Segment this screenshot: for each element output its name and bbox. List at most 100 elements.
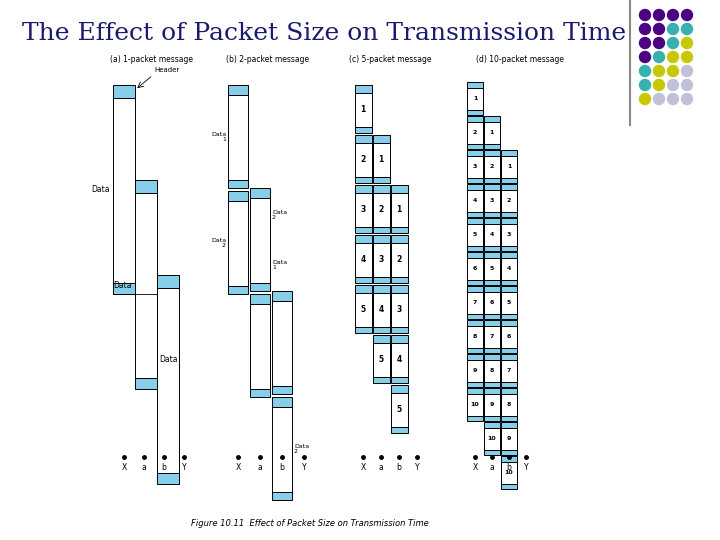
Circle shape	[682, 37, 693, 49]
Bar	[467, 416, 483, 421]
Bar	[355, 327, 372, 333]
Bar	[501, 382, 517, 387]
Text: a: a	[142, 463, 146, 472]
Bar	[355, 285, 372, 293]
Text: Header: Header	[154, 67, 179, 73]
Bar	[373, 177, 390, 183]
Bar	[501, 218, 517, 224]
Text: 2: 2	[397, 255, 402, 265]
Text: (d) 10-packet message: (d) 10-packet message	[476, 55, 564, 64]
Circle shape	[654, 79, 665, 91]
Bar	[484, 422, 500, 428]
Text: 4: 4	[490, 233, 494, 238]
Circle shape	[667, 51, 678, 63]
Text: 7: 7	[490, 334, 494, 340]
Text: b: b	[279, 463, 284, 472]
Bar	[467, 190, 483, 212]
Bar	[467, 116, 483, 122]
Text: 9: 9	[490, 402, 494, 408]
Bar	[501, 252, 517, 258]
Bar	[272, 492, 292, 500]
Bar	[484, 286, 500, 292]
Circle shape	[682, 65, 693, 77]
Bar	[467, 246, 483, 251]
Text: b: b	[397, 463, 402, 472]
Bar	[355, 277, 372, 283]
Bar	[501, 178, 517, 183]
Bar	[484, 360, 500, 382]
Bar	[467, 292, 483, 314]
Bar	[501, 326, 517, 348]
Bar	[391, 285, 408, 293]
Bar	[467, 280, 483, 285]
Bar	[228, 191, 248, 201]
Circle shape	[667, 65, 678, 77]
Text: Data
2: Data 2	[294, 443, 309, 454]
Bar	[484, 382, 500, 387]
Bar	[355, 185, 372, 193]
Bar	[484, 184, 500, 190]
Bar	[501, 388, 517, 394]
Bar	[373, 293, 390, 327]
Bar	[250, 188, 270, 198]
Circle shape	[667, 79, 678, 91]
Text: 10: 10	[471, 402, 480, 408]
Bar	[355, 293, 372, 327]
Bar	[391, 235, 408, 243]
Text: 9: 9	[473, 368, 477, 374]
Text: 1: 1	[490, 131, 494, 136]
Text: 7: 7	[507, 368, 511, 374]
Text: 5: 5	[379, 355, 384, 364]
Bar	[391, 427, 408, 433]
Text: 9: 9	[507, 436, 511, 442]
Bar	[391, 343, 408, 377]
Bar	[467, 122, 483, 144]
Bar	[157, 473, 179, 484]
Bar	[157, 275, 179, 288]
Bar	[228, 85, 248, 95]
Circle shape	[667, 10, 678, 21]
Bar	[501, 190, 517, 212]
Text: X: X	[122, 463, 127, 472]
Bar	[113, 85, 135, 98]
Bar	[228, 201, 248, 286]
Text: 4: 4	[379, 306, 384, 314]
Bar	[467, 110, 483, 115]
Text: 1: 1	[397, 206, 402, 214]
Circle shape	[654, 37, 665, 49]
Bar	[355, 143, 372, 177]
Text: 5: 5	[361, 306, 366, 314]
Bar	[467, 218, 483, 224]
Circle shape	[654, 65, 665, 77]
Bar	[501, 150, 517, 156]
Text: (b) 2-packet message: (b) 2-packet message	[226, 55, 310, 64]
Bar	[467, 82, 483, 88]
Circle shape	[667, 37, 678, 49]
Bar	[501, 422, 517, 428]
Bar	[484, 178, 500, 183]
Bar	[484, 246, 500, 251]
Circle shape	[654, 24, 665, 35]
Text: 4: 4	[397, 355, 402, 364]
Bar	[501, 348, 517, 353]
Bar	[250, 294, 270, 304]
Bar	[355, 135, 372, 143]
Bar	[484, 348, 500, 353]
Bar	[373, 277, 390, 283]
Text: 1: 1	[379, 156, 384, 165]
Text: 7: 7	[473, 300, 477, 306]
Bar	[272, 397, 292, 407]
Bar	[467, 150, 483, 156]
Bar	[373, 327, 390, 333]
Text: Y: Y	[523, 463, 528, 472]
Text: The Effect of Packet Size on Transmission Time: The Effect of Packet Size on Transmissio…	[22, 22, 626, 45]
Text: Y: Y	[181, 463, 186, 472]
Bar	[484, 388, 500, 394]
Text: b: b	[161, 463, 166, 472]
Text: Data: Data	[91, 186, 110, 194]
Circle shape	[639, 10, 650, 21]
Text: (a) 1-packet message: (a) 1-packet message	[110, 55, 194, 64]
Circle shape	[682, 24, 693, 35]
Text: 5: 5	[490, 267, 494, 272]
Circle shape	[667, 24, 678, 35]
